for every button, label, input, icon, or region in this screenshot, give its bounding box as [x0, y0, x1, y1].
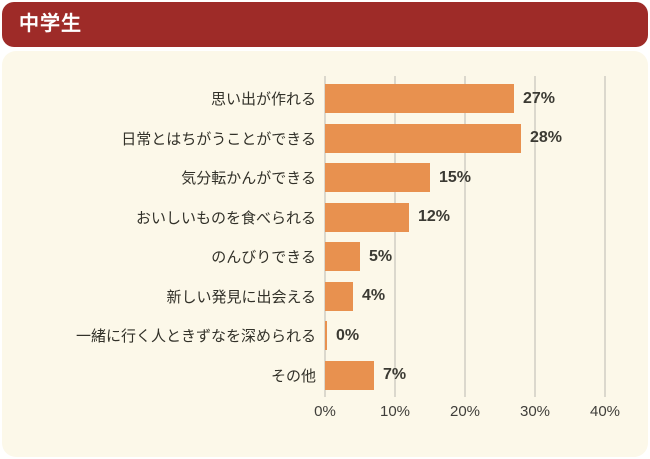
category-label: おいしいものを食べられる: [135, 209, 316, 227]
x-tick-label: 10%: [379, 403, 411, 420]
bar: [325, 281, 353, 311]
table-row: おいしいものを食べられる 12%: [2, 198, 648, 238]
gridline-40pct: [604, 76, 606, 397]
bar: [325, 163, 430, 193]
table-row: 気分転かんができる 15%: [2, 158, 648, 198]
bar: [325, 123, 521, 153]
category-label: 思い出が作れる: [210, 91, 316, 109]
chart-header: 中学生: [2, 2, 648, 47]
category-label: その他: [270, 367, 316, 385]
chart-panel: 思い出が作れる 27% 日常とはちがうことができる 28% 気分転かんができる …: [2, 51, 648, 457]
gridline-0pct: [324, 76, 326, 397]
table-row: 日常とはちがうことができる 28%: [2, 119, 648, 159]
value-label: 15%: [439, 168, 472, 186]
bar: [325, 360, 374, 390]
category-label: 一緒に行く人ときずなを深められる: [75, 328, 316, 346]
category-label: 新しい発見に出会える: [166, 288, 316, 306]
value-label: 4%: [362, 287, 386, 305]
gridline-10pct: [394, 76, 396, 397]
value-label: 12%: [418, 208, 451, 226]
bar: [325, 202, 409, 232]
table-row: 一緒に行く人ときずなを深められる 0%: [2, 316, 648, 356]
value-label: 27%: [523, 89, 556, 107]
value-label: 28%: [530, 129, 563, 147]
bar-rows: 思い出が作れる 27% 日常とはちがうことができる 28% 気分転かんができる …: [2, 79, 648, 395]
table-row: 思い出が作れる 27%: [2, 79, 648, 119]
bar: [325, 242, 360, 272]
value-label: 0%: [336, 326, 360, 344]
gridline-20pct: [464, 76, 466, 397]
x-tick-label: 30%: [519, 403, 551, 420]
table-row: 新しい発見に出会える 4%: [2, 277, 648, 317]
table-row: その他 7%: [2, 356, 648, 396]
chart-title: 中学生: [19, 13, 82, 35]
x-tick-label: 20%: [449, 403, 481, 420]
category-label: 気分転かんができる: [181, 170, 316, 188]
value-label: 7%: [383, 366, 407, 384]
gridline-30pct: [534, 76, 536, 397]
x-axis: 0% 10% 20% 30% 40%: [2, 403, 648, 423]
category-label: 日常とはちがうことができる: [121, 130, 316, 148]
x-tick-label: 40%: [589, 403, 621, 420]
x-tick-label: 0%: [314, 403, 336, 420]
table-row: のんびりできる 5%: [2, 237, 648, 277]
bar: [325, 321, 327, 351]
value-label: 5%: [369, 247, 393, 265]
bar: [325, 84, 514, 114]
category-label: のんびりできる: [211, 249, 316, 267]
